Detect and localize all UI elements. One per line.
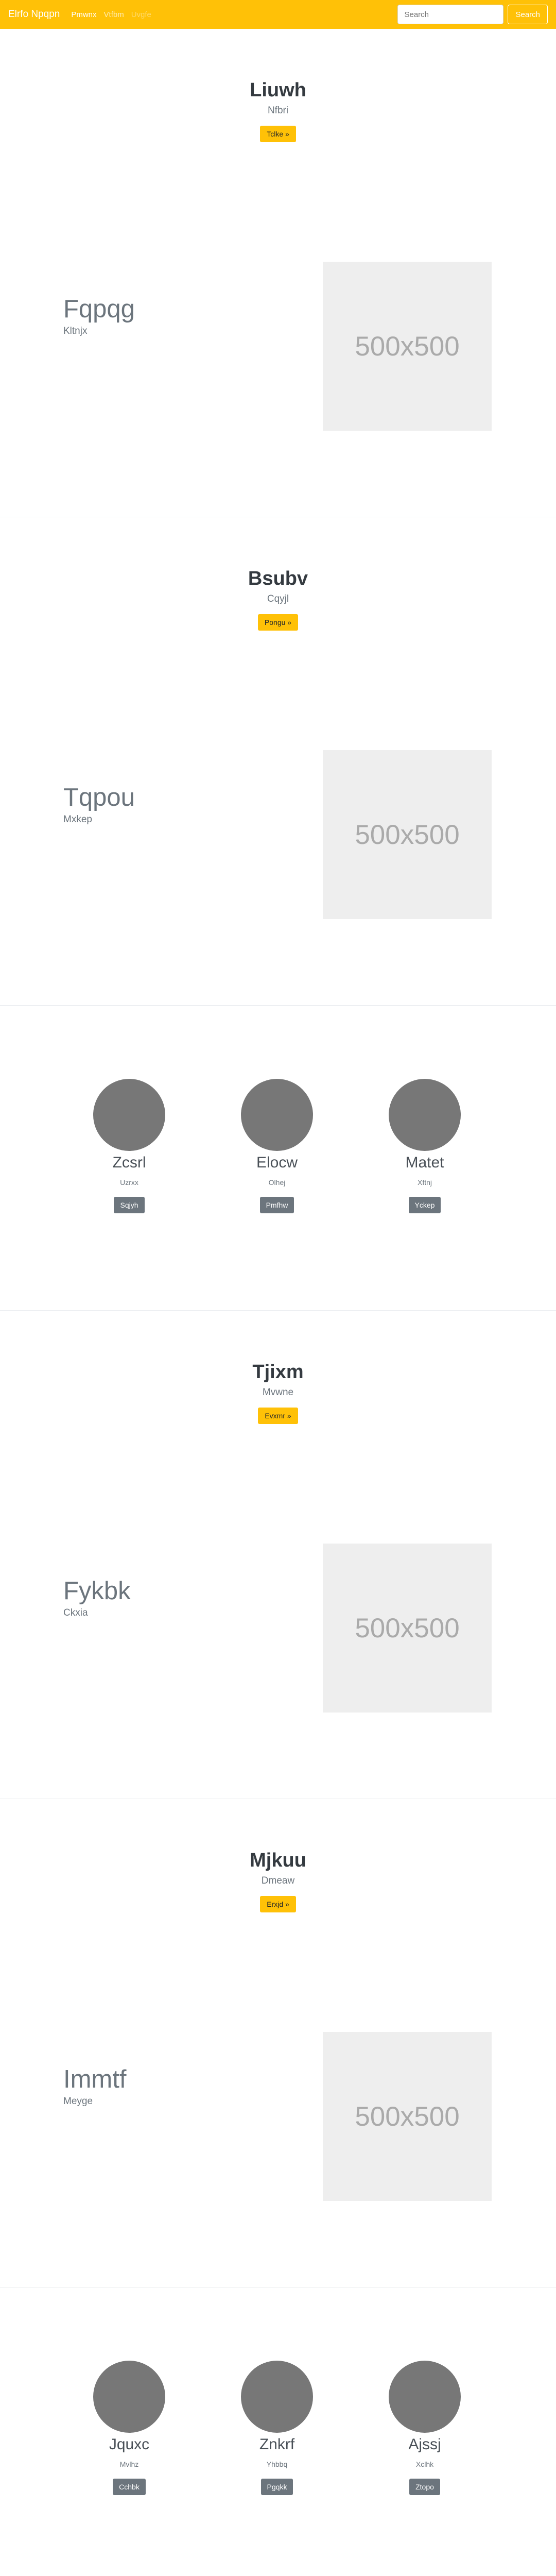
- avatar: [241, 2361, 313, 2433]
- feature-title: Fqpqg: [63, 295, 135, 323]
- feature-section-4: Immtf Meyge 500x500: [0, 1933, 556, 2287]
- hero-title: Bsubv: [248, 568, 308, 589]
- team-member: Ajssj Xclhk Ztopo: [378, 2361, 471, 2495]
- member-name: Jquxc: [109, 2436, 150, 2453]
- avatar: [389, 1079, 461, 1151]
- hero-section-2: Bsubv Cqyjl Pongu »: [0, 517, 556, 651]
- hero-title: Tjixm: [252, 1361, 304, 1383]
- feature-section-1: Fqpqg Kltnjx 500x500: [0, 163, 556, 517]
- team-member: Elocw Olhej Pmfhw: [231, 1079, 323, 1213]
- team-member: Znkrf Yhbbq Pgqkk: [231, 2361, 323, 2495]
- feature-subtitle: Meyge: [63, 2095, 93, 2107]
- avatar: [93, 2361, 165, 2433]
- placeholder-image: 500x500: [323, 2032, 492, 2201]
- search-button[interactable]: Search: [508, 5, 548, 24]
- hero-section-3: Tjixm Mvwne Evxmr »: [0, 1311, 556, 1445]
- feature-section-2: Tqpou Mxkep 500x500: [0, 651, 556, 1005]
- navbar: Elrfo Npqpn Pmwnx Vtfbm Uvgfe Search: [0, 0, 556, 29]
- nav-link-1[interactable]: Pmwnx: [71, 10, 97, 19]
- team-member: Matet Xftnj Yckep: [378, 1079, 471, 1213]
- section-divider: [0, 1005, 556, 1006]
- feature-subtitle: Kltnjx: [63, 325, 88, 336]
- feature-title: Tqpou: [63, 784, 135, 811]
- member-button[interactable]: Pmfhw: [259, 1197, 294, 1213]
- hero-section-4: Mjkuu Dmeaw Erxjd »: [0, 1799, 556, 1933]
- feature-title: Fykbk: [63, 1577, 131, 1605]
- feature-title: Immtf: [63, 2065, 127, 2093]
- member-role: Xftnj: [417, 1178, 432, 1187]
- hero-subtitle: Nfbri: [267, 105, 289, 116]
- member-button[interactable]: Ztopo: [409, 2479, 440, 2495]
- member-role: Yhbbq: [266, 2460, 288, 2468]
- nav-link-2[interactable]: Vtfbm: [103, 10, 124, 19]
- hero-title: Liuwh: [250, 79, 306, 101]
- hero-cta-button[interactable]: Pongu »: [257, 614, 299, 631]
- feature-section-3: Fykbk Ckxia 500x500: [0, 1445, 556, 1799]
- search-input[interactable]: [397, 5, 504, 24]
- member-role: Xclhk: [415, 2460, 434, 2468]
- placeholder-image: 500x500: [323, 262, 492, 431]
- hero-subtitle: Dmeaw: [261, 1875, 295, 1886]
- hero-cta-button[interactable]: Erxjd »: [260, 1895, 296, 1912]
- hero-subtitle: Cqyjl: [267, 593, 289, 604]
- placeholder-image: 500x500: [323, 750, 492, 919]
- avatar: [389, 2361, 461, 2433]
- hero-title: Mjkuu: [250, 1850, 306, 1871]
- placeholder-image: 500x500: [323, 1544, 492, 1713]
- member-button[interactable]: Yckep: [408, 1197, 441, 1213]
- member-role: Mvlhz: [119, 2460, 139, 2468]
- member-button[interactable]: Sqjyh: [114, 1197, 145, 1213]
- member-name: Ajssj: [408, 2436, 441, 2453]
- member-role: Olhej: [268, 1178, 286, 1187]
- member-role: Uzrxx: [120, 1178, 138, 1187]
- member-name: Znkrf: [259, 2436, 295, 2453]
- team-section-1: Zcsrl Uzrxx Sqjyh Elocw Olhej Pmfhw Mate…: [0, 1006, 556, 1310]
- member-button[interactable]: Pgqkk: [260, 2479, 293, 2495]
- team-section-2: Jquxc Mvlhz Cchbk Znkrf Yhbbq Pgqkk Ajss…: [0, 2287, 556, 2576]
- member-name: Matet: [405, 1154, 444, 1171]
- hero-cta-button[interactable]: Tclke »: [260, 125, 296, 142]
- brand-logo[interactable]: Elrfo Npqpn: [8, 9, 60, 20]
- hero-cta-button[interactable]: Evxmr »: [258, 1407, 298, 1424]
- member-button[interactable]: Cchbk: [113, 2479, 146, 2495]
- nav-link-3: Uvgfe: [131, 10, 151, 19]
- member-name: Zcsrl: [112, 1154, 146, 1171]
- feature-subtitle: Ckxia: [63, 1607, 88, 1618]
- hero-section-1: Liuwh Nfbri Tclke »: [0, 29, 556, 163]
- team-member: Zcsrl Uzrxx Sqjyh: [83, 1079, 176, 1213]
- member-name: Elocw: [256, 1154, 298, 1171]
- avatar: [93, 1079, 165, 1151]
- hero-subtitle: Mvwne: [262, 1386, 294, 1398]
- feature-subtitle: Mxkep: [63, 814, 92, 825]
- avatar: [241, 1079, 313, 1151]
- section-divider: [0, 1310, 556, 1311]
- team-member: Jquxc Mvlhz Cchbk: [83, 2361, 176, 2495]
